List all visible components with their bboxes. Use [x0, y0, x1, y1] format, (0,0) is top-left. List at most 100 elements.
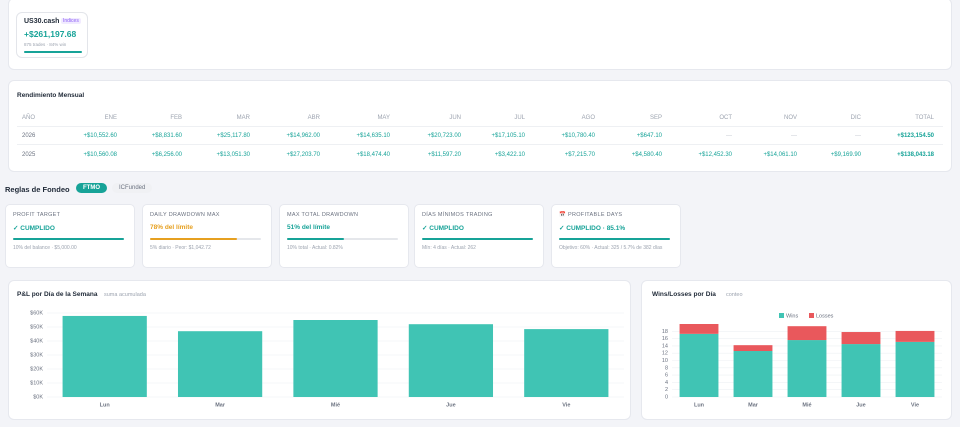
- cell: +$25,117.80: [216, 133, 250, 139]
- cell: ENE: [104, 115, 117, 121]
- x-tick-label: Mar: [215, 402, 226, 408]
- cell: +$14,962.00: [286, 133, 320, 139]
- cell: MAR: [236, 115, 250, 121]
- progress: [13, 238, 124, 240]
- cell: 2026: [22, 133, 36, 139]
- rule-card: DAILY DRAWDOWN MAX 78% del límite 5% diari…: [142, 204, 272, 268]
- cell: —: [726, 133, 732, 139]
- y-tick-label: 12: [662, 351, 668, 357]
- y-tick-label: $0K: [33, 394, 43, 400]
- x-tick-label: Vie: [911, 402, 919, 408]
- bar: [524, 329, 609, 397]
- rule-label: DAILY DRAWDOWN MAX: [150, 212, 220, 218]
- rule-card: 📅 PROFITABLE DAYS ✓ CUMPLIDO · 85.1% Objet…: [551, 204, 681, 268]
- rule-status: 78% del límite: [150, 224, 193, 231]
- rule-note: Objetivo: 60% · Actual: 325 / 5.7% de 38…: [559, 245, 663, 251]
- cell: JUL: [514, 115, 525, 121]
- cell: +$20,723.00: [427, 133, 461, 139]
- y-tick-label: 2: [665, 387, 668, 393]
- progress: [150, 238, 237, 240]
- cell: +$9,169.90: [830, 152, 861, 158]
- rule-card: MAX TOTAL DRAWDOWN 51% del límite 10% tota…: [279, 204, 409, 268]
- cell: +$123,154.50: [897, 133, 934, 139]
- x-tick-label: Jue: [856, 402, 865, 408]
- divider: [17, 126, 943, 127]
- progress-track: [422, 238, 533, 240]
- rule-status: ✓ CUMPLIDO · 85.1%: [559, 225, 626, 232]
- divider: [17, 144, 943, 145]
- cell: +$27,203.70: [286, 152, 320, 158]
- cell: +$11,597.20: [427, 152, 461, 158]
- y-tick-label: $60K: [30, 310, 43, 316]
- y-tick-label: 0: [665, 394, 668, 400]
- progress: [24, 51, 82, 53]
- cell: +$3,422.10: [494, 152, 525, 158]
- cell: AGO: [581, 115, 595, 121]
- chart-title: P&L por Día de la Semana: [17, 291, 98, 298]
- cell: +$6,256.00: [151, 152, 182, 158]
- bar: [177, 331, 263, 397]
- y-tick-label: 14: [662, 343, 668, 349]
- monthly-title: Rendimiento Mensual: [17, 92, 85, 99]
- cell: +$18,474.40: [356, 152, 390, 158]
- progress: [287, 238, 344, 240]
- rule-card: DÍAS MÍNIMOS TRADING ✓ CUMPLIDO Mín: 4 día…: [414, 204, 544, 268]
- x-tick-label: Mié: [802, 402, 811, 408]
- progress-track: [287, 238, 398, 240]
- legend-label: Losses: [816, 313, 834, 319]
- y-tick-label: $10K: [30, 380, 43, 386]
- cell: +$14,061.10: [763, 152, 797, 158]
- chart-subtitle: suma acumulada: [104, 292, 146, 298]
- y-tick-label: 16: [662, 336, 668, 342]
- cell: —: [791, 133, 797, 139]
- y-tick-label: $40K: [30, 338, 43, 344]
- cell: +$13,051.30: [216, 152, 250, 158]
- progress-track: [150, 238, 261, 240]
- cell: SEP: [649, 115, 662, 121]
- rule-status: ✓ CUMPLIDO: [422, 225, 464, 232]
- rule-label: MAX TOTAL DRAWDOWN: [287, 212, 359, 218]
- progress: [559, 238, 670, 240]
- bar-segment: [841, 344, 881, 397]
- tab[interactable]: FTMO: [76, 183, 107, 193]
- cell: ABR: [307, 115, 320, 121]
- rule-status: ✓ CUMPLIDO: [13, 225, 55, 232]
- rule-note: 10% total · Actual: 0.82%: [287, 245, 343, 251]
- tab[interactable]: ICFunded: [112, 183, 153, 193]
- rules-title: Reglas de Fondeo: [5, 185, 70, 194]
- y-tick-label: $30K: [30, 352, 43, 358]
- instrument-card[interactable]: US30.cash Indices +$261,197.68 875 trade…: [16, 12, 88, 58]
- bar-segment: [679, 324, 719, 334]
- chart-title: Wins/Losses por Día: [652, 291, 716, 298]
- cell: +$8,831.60: [151, 133, 182, 139]
- cell: OCT: [719, 115, 732, 121]
- pnl: +$261,197.68: [24, 29, 77, 39]
- progress: [422, 238, 533, 240]
- rule-note: 5% diario · Peor: $1,042.72: [150, 245, 211, 251]
- chart: $0K $10K $20K $30K $40K $50K $60K Lun Mar Mié Jue V…: [30, 310, 624, 408]
- y-tick-label: 4: [665, 380, 668, 386]
- y-tick-label: 8: [665, 365, 668, 371]
- rule-label: DÍAS MÍNIMOS TRADING: [422, 212, 493, 218]
- rule-card: PROFIT TARGET ✓ CUMPLIDO 10% del balance ·…: [5, 204, 135, 268]
- cell: NOV: [783, 115, 797, 121]
- x-tick-label: Lun: [694, 402, 705, 408]
- rule-note: 10% del balance · $5,000.00: [13, 245, 77, 251]
- cell: +$7,215.70: [564, 152, 595, 158]
- cell: +$10,560.08: [83, 152, 117, 158]
- x-tick-label: Lun: [100, 402, 111, 408]
- rule-label: PROFIT TARGET: [13, 212, 61, 218]
- bar-segment: [895, 341, 935, 397]
- bar: [408, 324, 494, 397]
- rule-status: 51% del límite: [287, 224, 330, 231]
- bar-segment: [787, 340, 827, 397]
- bar-segment: [733, 345, 773, 352]
- cell: —: [855, 133, 861, 139]
- cell: +$14,635.10: [356, 133, 390, 139]
- x-tick-label: Mar: [748, 402, 759, 408]
- x-tick-label: Jue: [446, 402, 455, 408]
- legend-swatch: [809, 313, 814, 318]
- bar: [62, 315, 147, 397]
